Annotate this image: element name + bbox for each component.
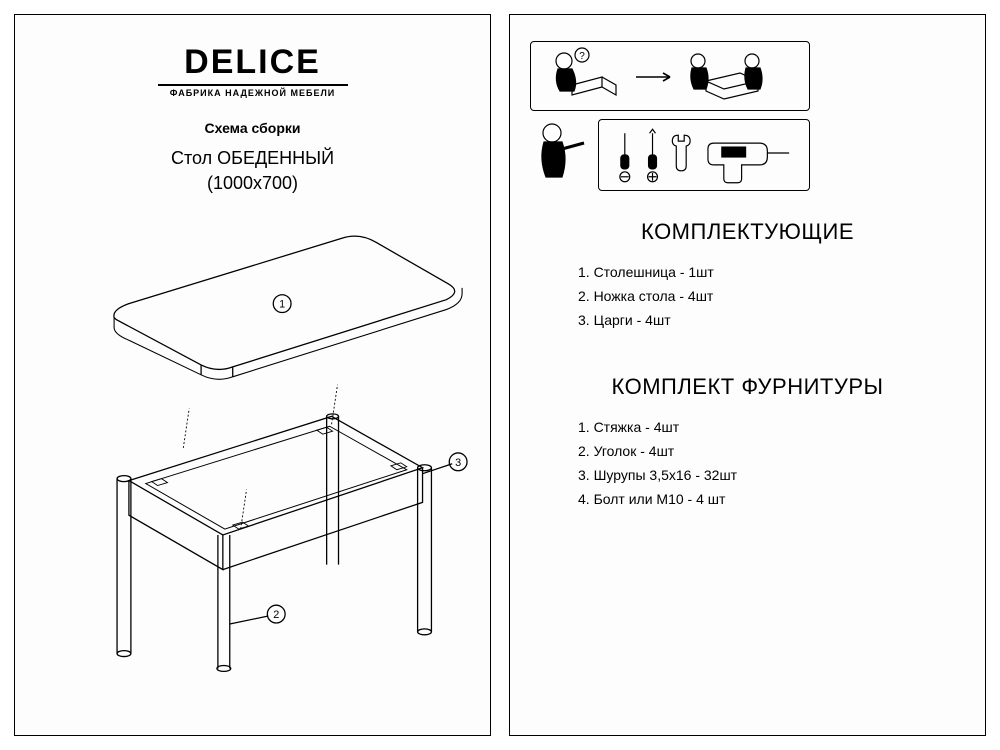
page-left: DELICE ФАБРИКА НАДЕЖНОЙ МЕБЕЛИ Схема сбо… (14, 14, 491, 736)
callout-2: 2 (273, 609, 279, 621)
brand-underline (158, 84, 348, 86)
list-item: 1. Стяжка - 4шт (578, 416, 965, 440)
hardware-list: 1. Стяжка - 4шт 2. Уголок - 4шт 3. Шуруп… (578, 416, 965, 511)
pictogram-area: ? (530, 41, 965, 191)
picto-person-pointing (530, 119, 586, 191)
callout-1: 1 (279, 299, 285, 311)
picto-two-person: ? (530, 41, 810, 111)
picto-tools (598, 119, 810, 191)
page-right: ? (509, 14, 986, 736)
exploded-diagram: 1 (35, 216, 470, 676)
brand-block: DELICE ФАБРИКА НАДЕЖНОЙ МЕБЕЛИ Схема сбо… (35, 43, 470, 196)
product-name: Стол ОБЕДЕННЫЙ (1000x700) (35, 146, 470, 196)
components-list: 1. Столешница - 1шт 2. Ножка стола - 4шт… (578, 261, 965, 332)
list-item: 2. Ножка стола - 4шт (578, 285, 965, 309)
list-item: 4. Болт или М10 - 4 шт (578, 488, 965, 512)
callout-3: 3 (455, 457, 461, 469)
hardware-title: КОМПЛЕКТ ФУРНИТУРЫ (530, 374, 965, 400)
list-item: 3. Царги - 4шт (578, 309, 965, 333)
brand-tagline: ФАБРИКА НАДЕЖНОЙ МЕБЕЛИ (35, 88, 470, 98)
svg-text:?: ? (579, 51, 585, 62)
product-name-line2: (1000x700) (35, 171, 470, 196)
assembly-label: Схема сборки (35, 120, 470, 136)
components-title: КОМПЛЕКТУЮЩИЕ (530, 219, 965, 245)
product-name-line1: Стол ОБЕДЕННЫЙ (35, 146, 470, 171)
brand-name: DELICE (35, 43, 470, 82)
list-item: 3. Шурупы 3,5х16 - 32шт (578, 464, 965, 488)
list-item: 2. Уголок - 4шт (578, 440, 965, 464)
list-item: 1. Столешница - 1шт (578, 261, 965, 285)
